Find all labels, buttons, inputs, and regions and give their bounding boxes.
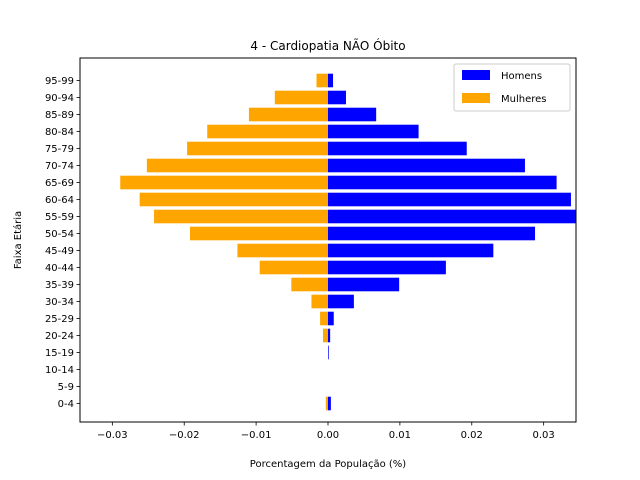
bar-homens-45-49: [328, 243, 494, 258]
bar-mulheres-50-54: [189, 226, 328, 241]
x-tick-label: −0.03: [97, 430, 128, 441]
y-tick-label: 15-19: [45, 348, 74, 359]
y-tick-label: 50-54: [45, 229, 74, 240]
bar-homens-15-19: [328, 345, 329, 360]
x-tick-label: 0.00: [317, 430, 339, 441]
y-tick-label: 80-84: [45, 127, 74, 138]
bar-mulheres-85-89: [248, 107, 328, 122]
bar-mulheres-60-64: [139, 192, 328, 207]
bars-group: [120, 73, 576, 411]
bar-mulheres-35-39: [291, 277, 328, 292]
bar-homens-60-64: [328, 192, 571, 207]
x-tick-label: 0.02: [461, 430, 483, 441]
y-tick-label: 70-74: [45, 161, 74, 172]
y-tick-label: 5-9: [58, 382, 74, 393]
y-tick-label: 25-29: [45, 314, 74, 325]
x-axis: −0.03 −0.02 −0.01 0.00 0.01 0.02 0.03: [97, 422, 555, 441]
y-tick-label: 45-49: [45, 246, 74, 257]
bar-homens-55-59: [328, 209, 576, 224]
y-tick-label: 35-39: [45, 280, 74, 291]
bar-homens-40-44: [328, 260, 446, 275]
y-tick-label: 95-99: [45, 76, 74, 87]
bar-homens-80-84: [328, 124, 419, 139]
y-tick-label: 85-89: [45, 110, 74, 121]
y-tick-label: 55-59: [45, 212, 74, 223]
x-tick-label: −0.01: [241, 430, 272, 441]
bar-mulheres-40-44: [259, 260, 328, 275]
bar-homens-25-29: [328, 311, 334, 326]
y-tick-label: 75-79: [45, 144, 74, 155]
x-axis-title: Porcentagem da População (%): [250, 459, 407, 470]
bar-homens-20-24: [328, 328, 331, 343]
chart-title: 4 - Cardiopatia NÃO Óbito: [250, 38, 405, 53]
y-tick-label: 60-64: [45, 195, 74, 206]
x-tick-label: −0.02: [169, 430, 200, 441]
legend-label-mulheres: Mulheres: [501, 94, 547, 105]
x-tick-label: 0.03: [533, 430, 555, 441]
bar-mulheres-45-49: [237, 243, 328, 258]
bar-mulheres-30-34: [311, 294, 328, 309]
bar-mulheres-65-69: [120, 175, 329, 190]
bar-mulheres-25-29: [320, 311, 328, 326]
y-tick-label: 30-34: [45, 297, 74, 308]
x-tick-label: 0.01: [389, 430, 411, 441]
y-tick-label: 65-69: [45, 178, 74, 189]
bar-homens-70-74: [328, 158, 525, 173]
bar-homens-0-4: [328, 396, 331, 411]
y-tick-label: 40-44: [45, 263, 74, 274]
bar-mulheres-75-79: [187, 141, 328, 156]
legend-swatch-homens: [462, 70, 490, 80]
bar-mulheres-70-74: [146, 158, 328, 173]
bar-homens-35-39: [328, 277, 400, 292]
y-axis: 0-4 5-9 10-14 15-19 20-24 25-29 30-34 35-39 40-4…: [45, 76, 80, 410]
bar-mulheres-95-99: [316, 73, 328, 88]
bar-homens-90-94: [328, 90, 346, 105]
bar-mulheres-0-4: [325, 396, 328, 411]
bar-homens-65-69: [328, 175, 557, 190]
y-tick-label: 0-4: [58, 399, 74, 410]
bar-mulheres-90-94: [274, 90, 328, 105]
bar-homens-30-34: [328, 294, 354, 309]
y-tick-label: 20-24: [45, 331, 74, 342]
bar-homens-75-79: [328, 141, 467, 156]
y-tick-label: 10-14: [45, 365, 74, 376]
legend: Homens Mulheres: [453, 63, 571, 112]
y-axis-title: Faixa Etária: [12, 211, 24, 269]
bar-homens-95-99: [328, 73, 334, 88]
bar-homens-50-54: [328, 226, 536, 241]
bar-mulheres-80-84: [207, 124, 328, 139]
bar-homens-85-89: [328, 107, 377, 122]
y-tick-label: 90-94: [45, 93, 74, 104]
legend-swatch-mulheres: [462, 93, 490, 103]
bar-mulheres-20-24: [322, 328, 328, 343]
bar-mulheres-55-59: [154, 209, 328, 224]
legend-label-homens: Homens: [501, 71, 542, 82]
